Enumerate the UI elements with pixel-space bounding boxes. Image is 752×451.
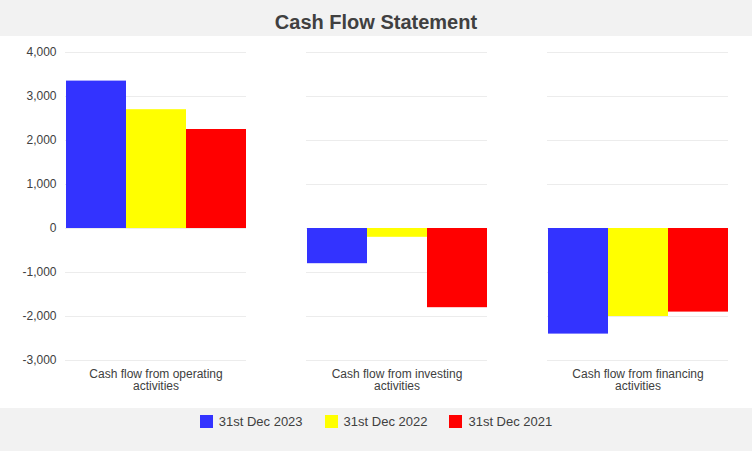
svg-text:2,000: 2,000 [26,133,56,147]
svg-text:-1,000: -1,000 [22,265,56,279]
svg-text:Cash flow from financingactivi: Cash flow from financingactivities [572,367,703,393]
svg-text:Cash flow from operatingactivi: Cash flow from operatingactivities [89,367,222,393]
svg-text:1,000: 1,000 [26,177,56,191]
svg-text:Cash flow from investingactivi: Cash flow from investingactivities [332,367,463,393]
svg-text:-3,000: -3,000 [22,353,56,367]
html-text:31st Dec 2023: 31st Dec 2023 [218,414,303,429]
html-text:Cash Flow Statement: Cash Flow Statement [274,11,478,33]
svg-text:3,000: 3,000 [26,89,56,103]
svg-text:4,000: 4,000 [26,45,56,59]
svg-text:-2,000: -2,000 [22,309,56,323]
html-text:31st Dec 2021: 31st Dec 2021 [468,414,553,429]
html-text:31st Dec 2022: 31st Dec 2022 [343,414,428,429]
svg-text:0: 0 [50,221,57,235]
